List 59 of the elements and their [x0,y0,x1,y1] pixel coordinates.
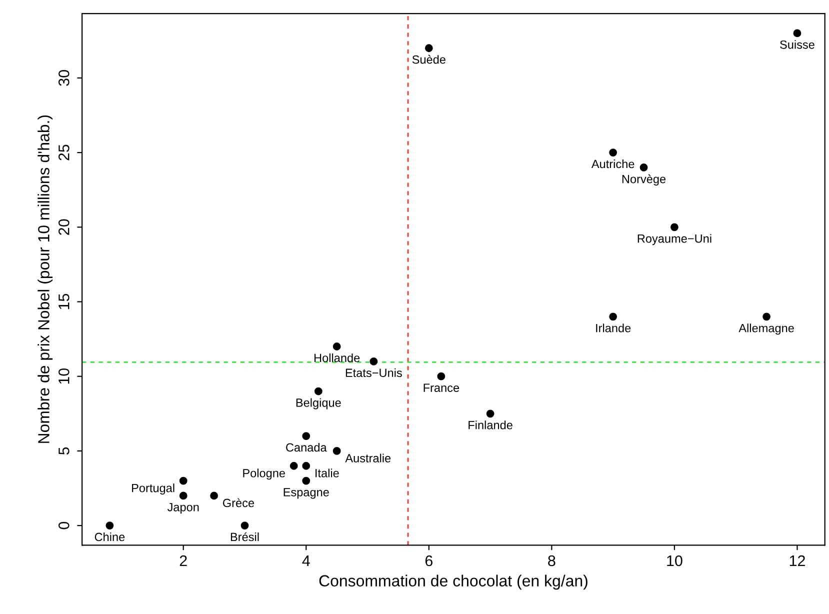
annotation: Suisse [780,40,814,49]
point [332,446,341,455]
annotation: Chine [94,532,125,542]
annotation: Grèce [222,498,254,508]
annotation: Allemagne [738,324,794,335]
x-tick-label: 12 [790,555,805,566]
annotation: Hollande [314,353,360,362]
y-tick-label: 20 [58,219,70,235]
annotation: Japon [167,503,199,514]
annotation: Royaume−Uni [638,234,712,246]
point [486,410,494,418]
annotation: Norvège [622,174,666,186]
point [210,492,218,500]
annotation: Etats−Unis [346,368,402,378]
annotation: Suède [412,54,446,64]
point [609,312,618,321]
annotation: Autriche [591,160,634,168]
point [179,492,188,500]
point [640,164,648,172]
annotation: Canada [286,442,327,452]
y-tick-label: 5 [58,447,70,455]
point [332,342,341,350]
point [314,387,322,396]
point [609,148,618,157]
y-tick-label: 10 [58,368,70,384]
x-tick-label: 8 [548,555,556,566]
point [240,522,249,530]
y-tick-label: 30 [58,70,70,86]
annotation: Australie [345,454,391,462]
annotation: Brésil [230,532,259,542]
annotation: France [424,384,460,392]
point [370,357,378,366]
y-tick-label: 15 [58,294,70,310]
point [302,432,310,440]
y-tick-label: 25 [58,144,70,160]
annotation: Italie [316,468,339,478]
annotation: Belgique [296,398,341,410]
point [793,29,802,38]
point [290,462,298,470]
x-tick-label: 4 [302,556,310,566]
annotation: Portugal [132,484,174,495]
x-axis-title: Consommation de chocolat (en kg/an) [319,574,588,590]
annotation: Pologne [243,468,285,480]
point [437,372,446,380]
annotation: Finlande [468,420,512,430]
point [424,44,433,52]
point [670,223,678,232]
y-axis-title: Nombre de prix Nobel (pour 10 millions d'hab.) [38,115,53,443]
annotation: Espagne [284,488,329,499]
point [762,312,770,321]
annotation: Irlande [596,324,631,332]
point [106,522,114,530]
x-tick-label: 10 [667,555,682,566]
point [179,476,188,485]
x-tick-label: 2 [180,555,187,566]
point [302,476,310,485]
x-tick-label: 6 [425,555,432,566]
y-tick-label: 0 [58,522,70,530]
point [302,462,310,470]
